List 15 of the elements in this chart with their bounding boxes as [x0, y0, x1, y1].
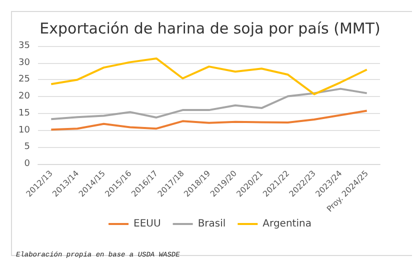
line-series [50, 110, 368, 131]
y-tick-label: 5 [24, 142, 30, 152]
y-tick-label: 0 [24, 159, 30, 169]
chart-title: Exportación de harina de soja por país (MMT) [40, 20, 380, 38]
y-tick-label: 25 [18, 74, 30, 85]
line-series [50, 57, 368, 96]
legend-label: Brasil [198, 218, 226, 230]
y-tick-label: 20 [18, 92, 30, 102]
line-series [50, 88, 368, 120]
y-tick-label: 35 [18, 41, 30, 51]
legend-label: Argentina [262, 218, 312, 230]
legend-label: EEUU [134, 218, 161, 230]
y-tick-label: 30 [18, 58, 30, 68]
y-tick-label: 15 [18, 108, 30, 118]
y-tick-label: 10 [18, 125, 30, 136]
